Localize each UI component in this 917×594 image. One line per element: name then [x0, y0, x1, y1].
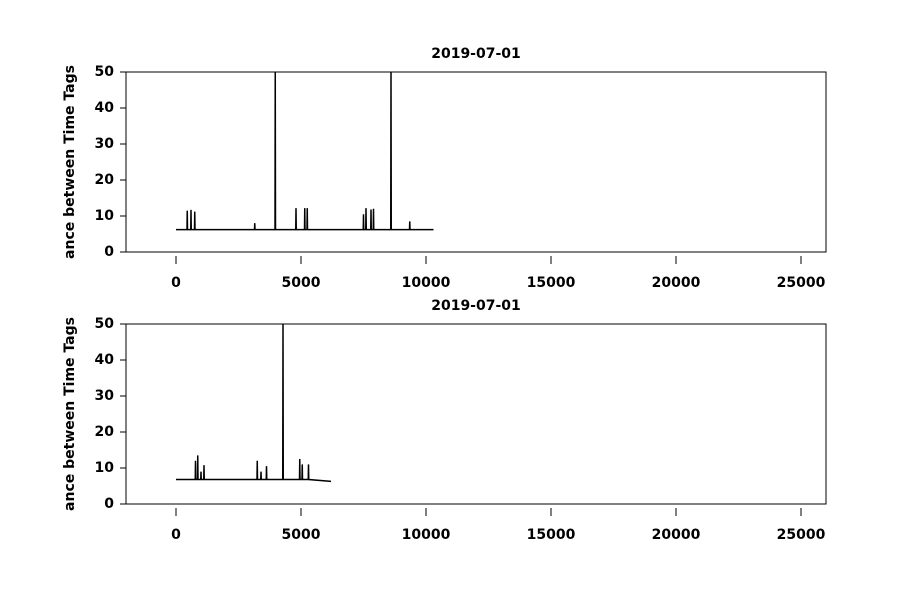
- x-tick-label: 0: [171, 527, 181, 543]
- x-tick-label: 15000: [527, 275, 576, 291]
- x-tick-label: 10000: [402, 275, 451, 291]
- y-tick-label: 10: [95, 208, 115, 224]
- data-line: [176, 71, 434, 231]
- y-tick-label: 40: [95, 100, 115, 116]
- x-tick-label: 5000: [282, 527, 321, 543]
- y-tick-label: 50: [95, 316, 115, 332]
- x-tick-label: 0: [171, 275, 181, 291]
- data-line: [176, 323, 332, 483]
- y-tick-label: 20: [95, 172, 115, 188]
- y-tick-label: 10: [95, 460, 115, 476]
- chart-title: 2019-07-01: [431, 46, 521, 62]
- x-tick-label: 25000: [777, 527, 826, 543]
- plot-frame: [125, 71, 827, 253]
- x-tick-label: 15000: [527, 527, 576, 543]
- x-tick-label: 10000: [402, 527, 451, 543]
- y-tick-label: 30: [95, 136, 115, 152]
- x-tick-label: 20000: [652, 275, 701, 291]
- x-tick-label: 20000: [652, 527, 701, 543]
- x-tick-label: 25000: [777, 275, 826, 291]
- plot-frame: [125, 323, 827, 505]
- chart-title: 2019-07-01: [431, 298, 521, 314]
- y-tick-label: 50: [95, 64, 115, 80]
- y-tick-label: 20: [95, 424, 115, 440]
- y-tick-label: 30: [95, 388, 115, 404]
- x-tick-label: 5000: [282, 275, 321, 291]
- y-axis-label: ance between Time Tags: [62, 317, 78, 511]
- y-tick-label: 0: [104, 244, 114, 260]
- y-axis-label: ance between Time Tags: [62, 65, 78, 259]
- y-tick-label: 40: [95, 352, 115, 368]
- y-tick-label: 0: [104, 496, 114, 512]
